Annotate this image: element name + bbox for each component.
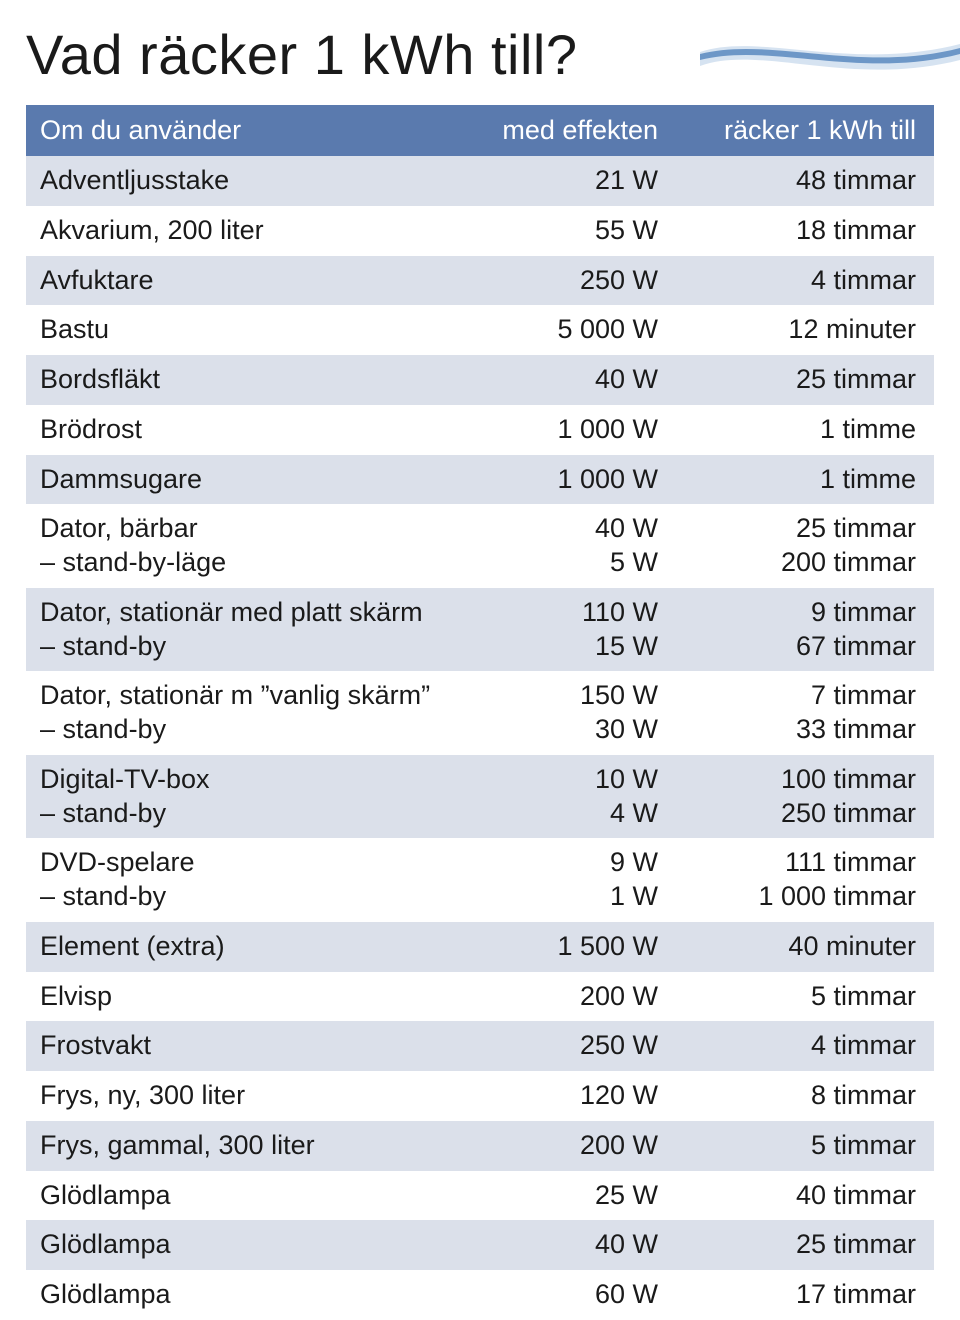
cell-duration: 25 timmar xyxy=(676,355,934,405)
cell-item: Glödlampa xyxy=(26,1220,486,1270)
table-row: Dammsugare1 000 W1 timme xyxy=(26,455,934,505)
page-title: Vad räcker 1 kWh till? xyxy=(0,0,960,105)
cell-duration: 25 timmar xyxy=(676,1220,934,1270)
cell-item: Frostvakt xyxy=(26,1021,486,1071)
cell-duration: 5 timmar xyxy=(676,1121,934,1171)
table-row: Element (extra)1 500 W40 minuter xyxy=(26,922,934,972)
cell-power: 25 W xyxy=(486,1171,676,1221)
cell-power: 40 W 5 W xyxy=(486,504,676,588)
table-row: Glödlampa25 W40 timmar xyxy=(26,1171,934,1221)
cell-item: Frys, gammal, 300 liter xyxy=(26,1121,486,1171)
cell-power: 200 W xyxy=(486,972,676,1022)
energy-table: Om du använder med effekten räcker 1 kWh… xyxy=(26,105,934,1320)
table-row: Glödlampa40 W25 timmar xyxy=(26,1220,934,1270)
cell-item: Dator, stationär m ”vanlig skärm” – stan… xyxy=(26,671,486,755)
cell-power: 1 500 W xyxy=(486,922,676,972)
table-row: Dator, stationär m ”vanlig skärm” – stan… xyxy=(26,671,934,755)
cell-power: 1 000 W xyxy=(486,455,676,505)
cell-duration: 1 timme xyxy=(676,455,934,505)
cell-item: Avfuktare xyxy=(26,256,486,306)
cell-power: 40 W xyxy=(486,1220,676,1270)
col-header-power: med effekten xyxy=(486,105,676,156)
cell-duration: 40 timmar xyxy=(676,1171,934,1221)
cell-item: Frys, ny, 300 liter xyxy=(26,1071,486,1121)
col-header-duration: räcker 1 kWh till xyxy=(676,105,934,156)
cell-duration: 1 timme xyxy=(676,405,934,455)
cell-power: 150 W 30 W xyxy=(486,671,676,755)
table-row: Frys, ny, 300 liter120 W8 timmar xyxy=(26,1071,934,1121)
cell-duration: 40 minuter xyxy=(676,922,934,972)
cell-item: Brödrost xyxy=(26,405,486,455)
table-row: Frys, gammal, 300 liter200 W5 timmar xyxy=(26,1121,934,1171)
cell-power: 110 W 15 W xyxy=(486,588,676,672)
table-row: Bastu5 000 W12 minuter xyxy=(26,305,934,355)
cell-duration: 8 timmar xyxy=(676,1071,934,1121)
table-header-row: Om du använder med effekten räcker 1 kWh… xyxy=(26,105,934,156)
cell-duration: 100 timmar 250 timmar xyxy=(676,755,934,839)
cell-power: 21 W xyxy=(486,156,676,206)
cell-power: 5 000 W xyxy=(486,305,676,355)
cell-item: Dator, stationär med platt skärm – stand… xyxy=(26,588,486,672)
cell-item: Element (extra) xyxy=(26,922,486,972)
cell-duration: 17 timmar xyxy=(676,1270,934,1320)
cell-item: DVD-spelare – stand-by xyxy=(26,838,486,922)
cell-duration: 5 timmar xyxy=(676,972,934,1022)
table-row: Adventljusstake21 W48 timmar xyxy=(26,156,934,206)
cell-power: 10 W 4 W xyxy=(486,755,676,839)
table-row: Avfuktare250 W4 timmar xyxy=(26,256,934,306)
table-row: Frostvakt250 W4 timmar xyxy=(26,1021,934,1071)
cell-item: Bordsfläkt xyxy=(26,355,486,405)
table-row: Akvarium, 200 liter55 W18 timmar xyxy=(26,206,934,256)
table-row: Dator, bärbar – stand-by-läge40 W 5 W25 … xyxy=(26,504,934,588)
cell-power: 40 W xyxy=(486,355,676,405)
table-row: Glödlampa60 W17 timmar xyxy=(26,1270,934,1320)
cell-power: 200 W xyxy=(486,1121,676,1171)
table-row: Brödrost1 000 W1 timme xyxy=(26,405,934,455)
table-row: Dator, stationär med platt skärm – stand… xyxy=(26,588,934,672)
cell-item: Dator, bärbar – stand-by-läge xyxy=(26,504,486,588)
cell-duration: 9 timmar 67 timmar xyxy=(676,588,934,672)
cell-power: 250 W xyxy=(486,1021,676,1071)
cell-item: Dammsugare xyxy=(26,455,486,505)
cell-power: 9 W 1 W xyxy=(486,838,676,922)
cell-item: Elvisp xyxy=(26,972,486,1022)
cell-duration: 12 minuter xyxy=(676,305,934,355)
cell-power: 60 W xyxy=(486,1270,676,1320)
cell-duration: 48 timmar xyxy=(676,156,934,206)
cell-power: 55 W xyxy=(486,206,676,256)
cell-item: Glödlampa xyxy=(26,1270,486,1320)
cell-duration: 4 timmar xyxy=(676,1021,934,1071)
table-row: Digital-TV-box – stand-by10 W 4 W100 tim… xyxy=(26,755,934,839)
table-row: Elvisp200 W5 timmar xyxy=(26,972,934,1022)
cell-item: Digital-TV-box – stand-by xyxy=(26,755,486,839)
cell-duration: 18 timmar xyxy=(676,206,934,256)
col-header-item: Om du använder xyxy=(26,105,486,156)
cell-duration: 25 timmar 200 timmar xyxy=(676,504,934,588)
cell-power: 1 000 W xyxy=(486,405,676,455)
cell-item: Glödlampa xyxy=(26,1171,486,1221)
cell-duration: 7 timmar 33 timmar xyxy=(676,671,934,755)
cell-power: 250 W xyxy=(486,256,676,306)
cell-duration: 4 timmar xyxy=(676,256,934,306)
table-row: Bordsfläkt40 W25 timmar xyxy=(26,355,934,405)
cell-item: Bastu xyxy=(26,305,486,355)
cell-duration: 111 timmar 1 000 timmar xyxy=(676,838,934,922)
table-row: DVD-spelare – stand-by9 W 1 W111 timmar … xyxy=(26,838,934,922)
cell-item: Akvarium, 200 liter xyxy=(26,206,486,256)
cell-item: Adventljusstake xyxy=(26,156,486,206)
cell-power: 120 W xyxy=(486,1071,676,1121)
